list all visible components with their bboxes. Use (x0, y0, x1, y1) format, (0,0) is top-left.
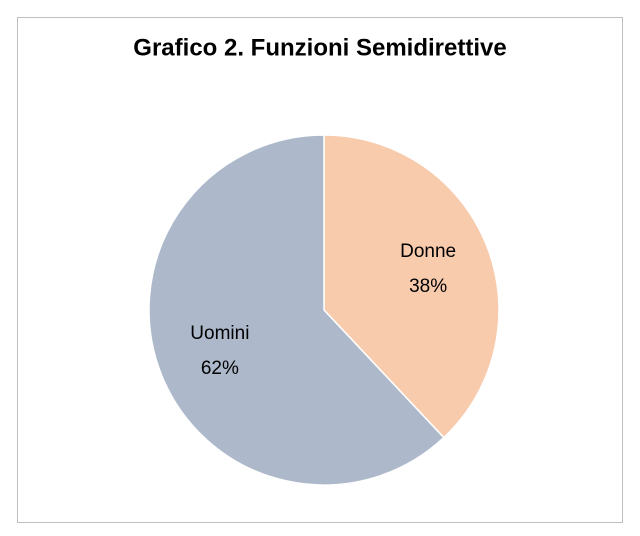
slice-category-label: Donne (400, 241, 456, 262)
pie-slice (148, 134, 445, 486)
pie-slice (323, 134, 500, 439)
slice-category-label: Uomini (190, 323, 249, 344)
slice-value-label: 38% (409, 276, 447, 297)
slice-value-label: 62% (201, 358, 239, 379)
chart-title: Grafico 2. Funzioni Semidirettive (133, 34, 506, 61)
